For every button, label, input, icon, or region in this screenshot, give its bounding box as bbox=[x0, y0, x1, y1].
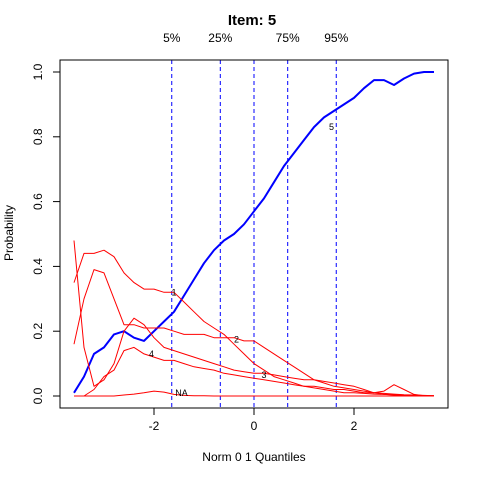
quantile-label: 25% bbox=[208, 31, 232, 45]
x-axis: -2 0 2 bbox=[149, 408, 358, 433]
y-tick-label: 0.8 bbox=[31, 128, 45, 145]
series-line bbox=[73, 249, 434, 397]
y-tick-label: 0.2 bbox=[31, 323, 45, 340]
series-label: 1 bbox=[171, 287, 176, 297]
x-axis-label: Norm 0 1 Quantiles bbox=[202, 450, 305, 464]
series-label: 4 bbox=[149, 349, 154, 359]
chart-title: Item: 5 bbox=[228, 12, 276, 29]
quantile-label: 5% bbox=[163, 31, 181, 45]
x-tick-label: -2 bbox=[149, 419, 160, 433]
series-label: 3 bbox=[261, 370, 266, 380]
x-tick-label: 0 bbox=[251, 419, 258, 433]
y-tick-label: 0.6 bbox=[31, 193, 45, 210]
curves bbox=[73, 71, 435, 397]
y-tick-label: 0.4 bbox=[31, 258, 45, 275]
series-label: NA bbox=[175, 388, 188, 398]
series-line bbox=[73, 71, 434, 394]
y-axis-label: Probability bbox=[2, 205, 16, 261]
quantile-label: 75% bbox=[276, 31, 300, 45]
series-label: 5 bbox=[329, 122, 334, 132]
series-label: 2 bbox=[234, 334, 239, 344]
x-tick-label: 2 bbox=[351, 419, 358, 433]
series-line bbox=[74, 346, 435, 397]
series-line bbox=[74, 390, 434, 397]
curve-labels: 5 1 2 4 3 NA bbox=[149, 122, 334, 398]
y-tick-label: 0.0 bbox=[31, 387, 45, 404]
quantile-label: 95% bbox=[324, 31, 348, 45]
y-tick-label: 1.0 bbox=[31, 63, 45, 80]
quantile-lines: 5% 25% 75% 95% bbox=[163, 31, 349, 408]
y-axis: 0.0 0.2 0.4 0.6 0.8 1.0 bbox=[31, 63, 60, 404]
